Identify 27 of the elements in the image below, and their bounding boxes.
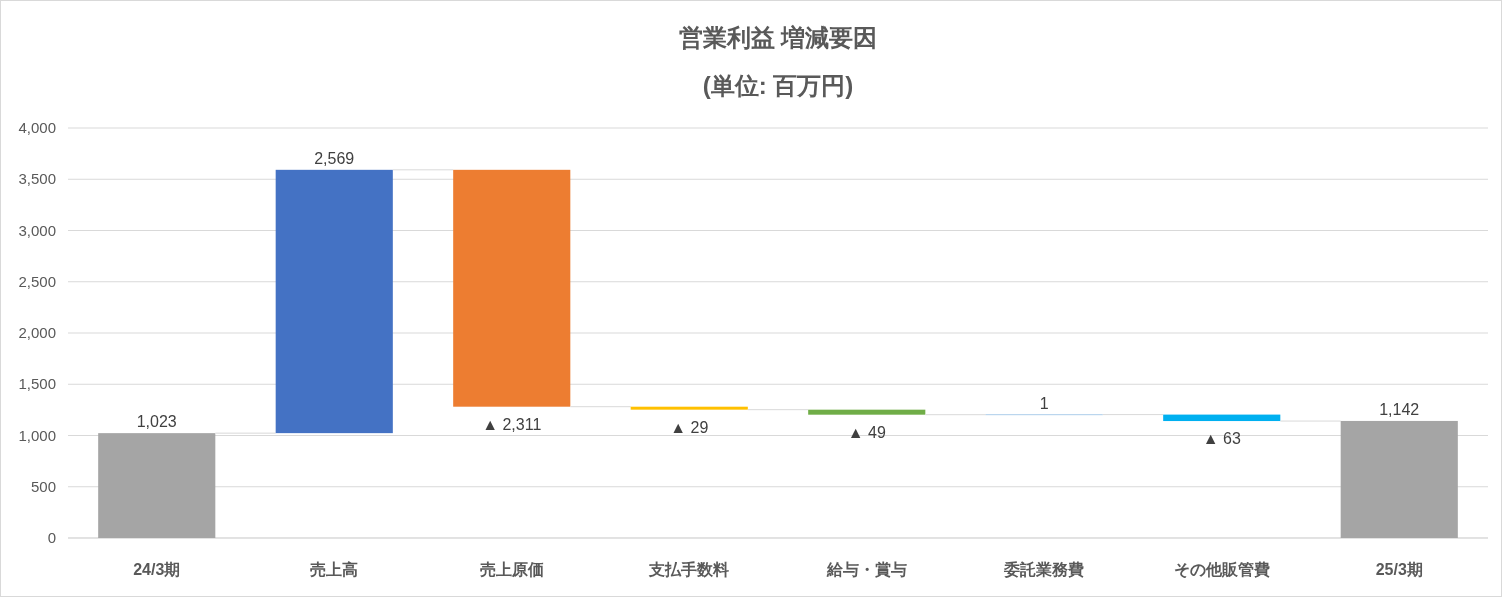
value-label: 1,142 xyxy=(1379,400,1420,418)
y-tick-label: 1,500 xyxy=(18,375,56,393)
value-label: ▲ 2,311 xyxy=(482,415,542,433)
x-tick-label: 24/3期 xyxy=(133,561,181,578)
title: 営業利益 増減要因 xyxy=(678,24,878,51)
value-label: 2,569 xyxy=(314,149,355,167)
y-tick-label: 1,000 xyxy=(18,426,56,444)
subtitle: (単位: 百万円) xyxy=(702,72,854,99)
x-tick-label: 支払手数料 xyxy=(648,561,730,578)
value-label: 1,023 xyxy=(136,413,177,431)
y-tick-label: 3,000 xyxy=(18,221,56,239)
value-label: ▲ 29 xyxy=(670,418,709,436)
y-tick-label: 0 xyxy=(47,529,56,546)
value-label: ▲ 63 xyxy=(1202,430,1241,448)
x-tick-label: 売上高 xyxy=(310,560,359,578)
value-label: 1 xyxy=(1039,394,1049,412)
y-tick-label: 2,500 xyxy=(18,272,56,290)
x-tick-label: 委託業務費 xyxy=(1003,561,1085,578)
x-tick-label: 給与・賞与 xyxy=(825,561,907,578)
x-tick-label: その他販管費 xyxy=(1173,561,1270,579)
y-tick-label: 2,000 xyxy=(18,324,56,341)
y-tick-label: 500 xyxy=(30,477,56,495)
y-tick-label: 3,500 xyxy=(18,170,56,188)
y-tick-label: 4,000 xyxy=(18,119,56,136)
x-tick-label: 25/3期 xyxy=(1375,561,1423,578)
x-tick-label: 売上原価 xyxy=(479,561,544,578)
value-label: ▲ 49 xyxy=(847,423,886,441)
